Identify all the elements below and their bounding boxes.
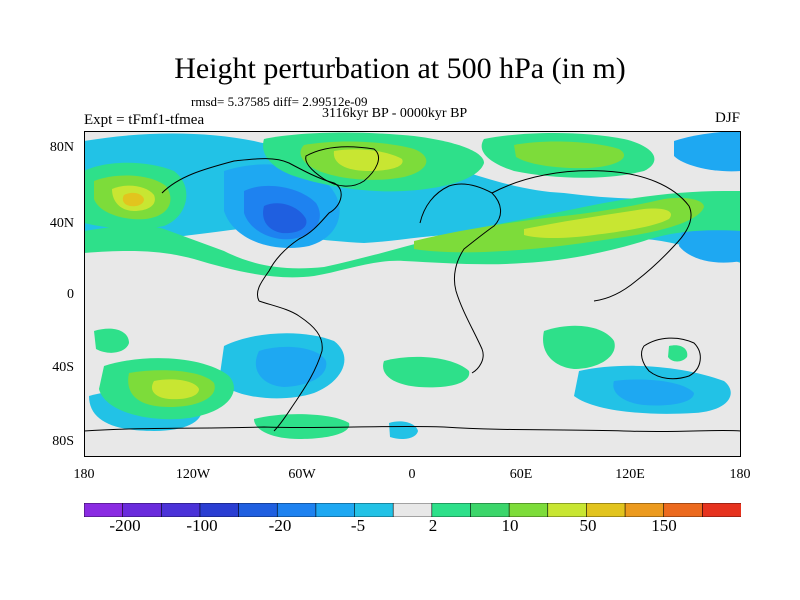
lon-tick-label: 120E [615,467,645,482]
lon-tick-label: 120W [175,467,211,482]
pos-south-indian [543,325,615,369]
plot-title: Height perturbation at 500 hPa (in m) [174,52,626,85]
lat-tick-label: 0 [67,287,74,302]
colorbar-label: -5 [350,516,366,535]
pos-subtrop-pacific [94,328,129,353]
coast-greenland [305,146,379,187]
colorbar-swatch [122,503,163,517]
colorbar-swatch [84,503,124,517]
neg-south-atlantic-core [255,346,327,387]
colorbar-swatch [663,503,704,517]
pos-australia-small [668,345,688,362]
coast-europe-africa [419,183,501,374]
colorbar-swatch [160,503,201,517]
colorbar [84,503,741,517]
season-label: DJF [714,110,740,126]
colorbar-swatch [431,503,472,517]
stats-text: rmsd= 5.37585 diff= 2.99512e-09 [191,94,368,109]
lat-tick-label: 80N [49,140,74,155]
neg-south-indian-core [613,379,694,406]
lat-tick-label: 40S [52,360,74,375]
colorbar-swatch [508,503,549,517]
colorbar-swatch [199,503,240,517]
colorbar-swatch [470,503,510,517]
coast-south-america [258,300,323,432]
colorbar-swatch [392,503,433,517]
colorbar-label: -20 [268,516,292,535]
coast-asia [491,170,692,302]
pos-antarctic [254,414,350,439]
coast-antarctica [84,425,741,433]
colorbar-swatch [547,503,588,517]
map-frame [84,131,741,457]
lon-tick-label: 180 [73,467,95,482]
coast-australia [641,337,701,380]
pos-band-midlat-high [524,208,672,238]
lat-tick-label: 40N [49,216,74,231]
colorbar-swatch [586,503,626,517]
pos-greenland-arctic-high [333,149,403,171]
pos-pacific-ridge-peak [122,192,144,207]
neg-south-small-1 [389,421,418,439]
lon-tick-label: 0 [408,467,416,482]
colorbar-label: 10 [501,516,519,535]
pos-siberia-mid [514,141,625,169]
lon-tick-label: 180 [729,467,751,482]
colorbar-swatch [702,503,741,517]
colorbar-swatch [276,503,317,517]
coast-north-america [161,158,342,302]
period-text: 3116kyr BP - 0000kyr BP [322,106,468,121]
colorbar-swatch [354,503,394,517]
neg-core-namerica-deepest [263,203,307,234]
colorbar-swatch [624,503,665,517]
lon-tick-label: 60W [288,467,316,482]
map-panel [84,131,741,457]
neg-core-arctic-east [674,131,741,172]
colorbar-label: -100 [186,516,218,535]
colorbar-label: -200 [109,516,141,535]
colorbar-label: 2 [428,516,438,535]
pos-south-pacific-high [151,379,199,400]
colorbar-swatch [315,503,356,517]
lat-tick-label: 80S [52,434,74,449]
colorbar-label: 150 [651,516,677,535]
lon-tick-label: 60E [509,467,533,482]
colorbar-label: 50 [579,516,597,535]
pos-band-midlat [84,191,741,278]
experiment-label: Expt = tFmf1-tfmea [84,112,205,128]
coastlines [84,146,741,433]
colorbar-swatch [238,503,279,517]
pos-south-atlantic-east [383,356,470,388]
